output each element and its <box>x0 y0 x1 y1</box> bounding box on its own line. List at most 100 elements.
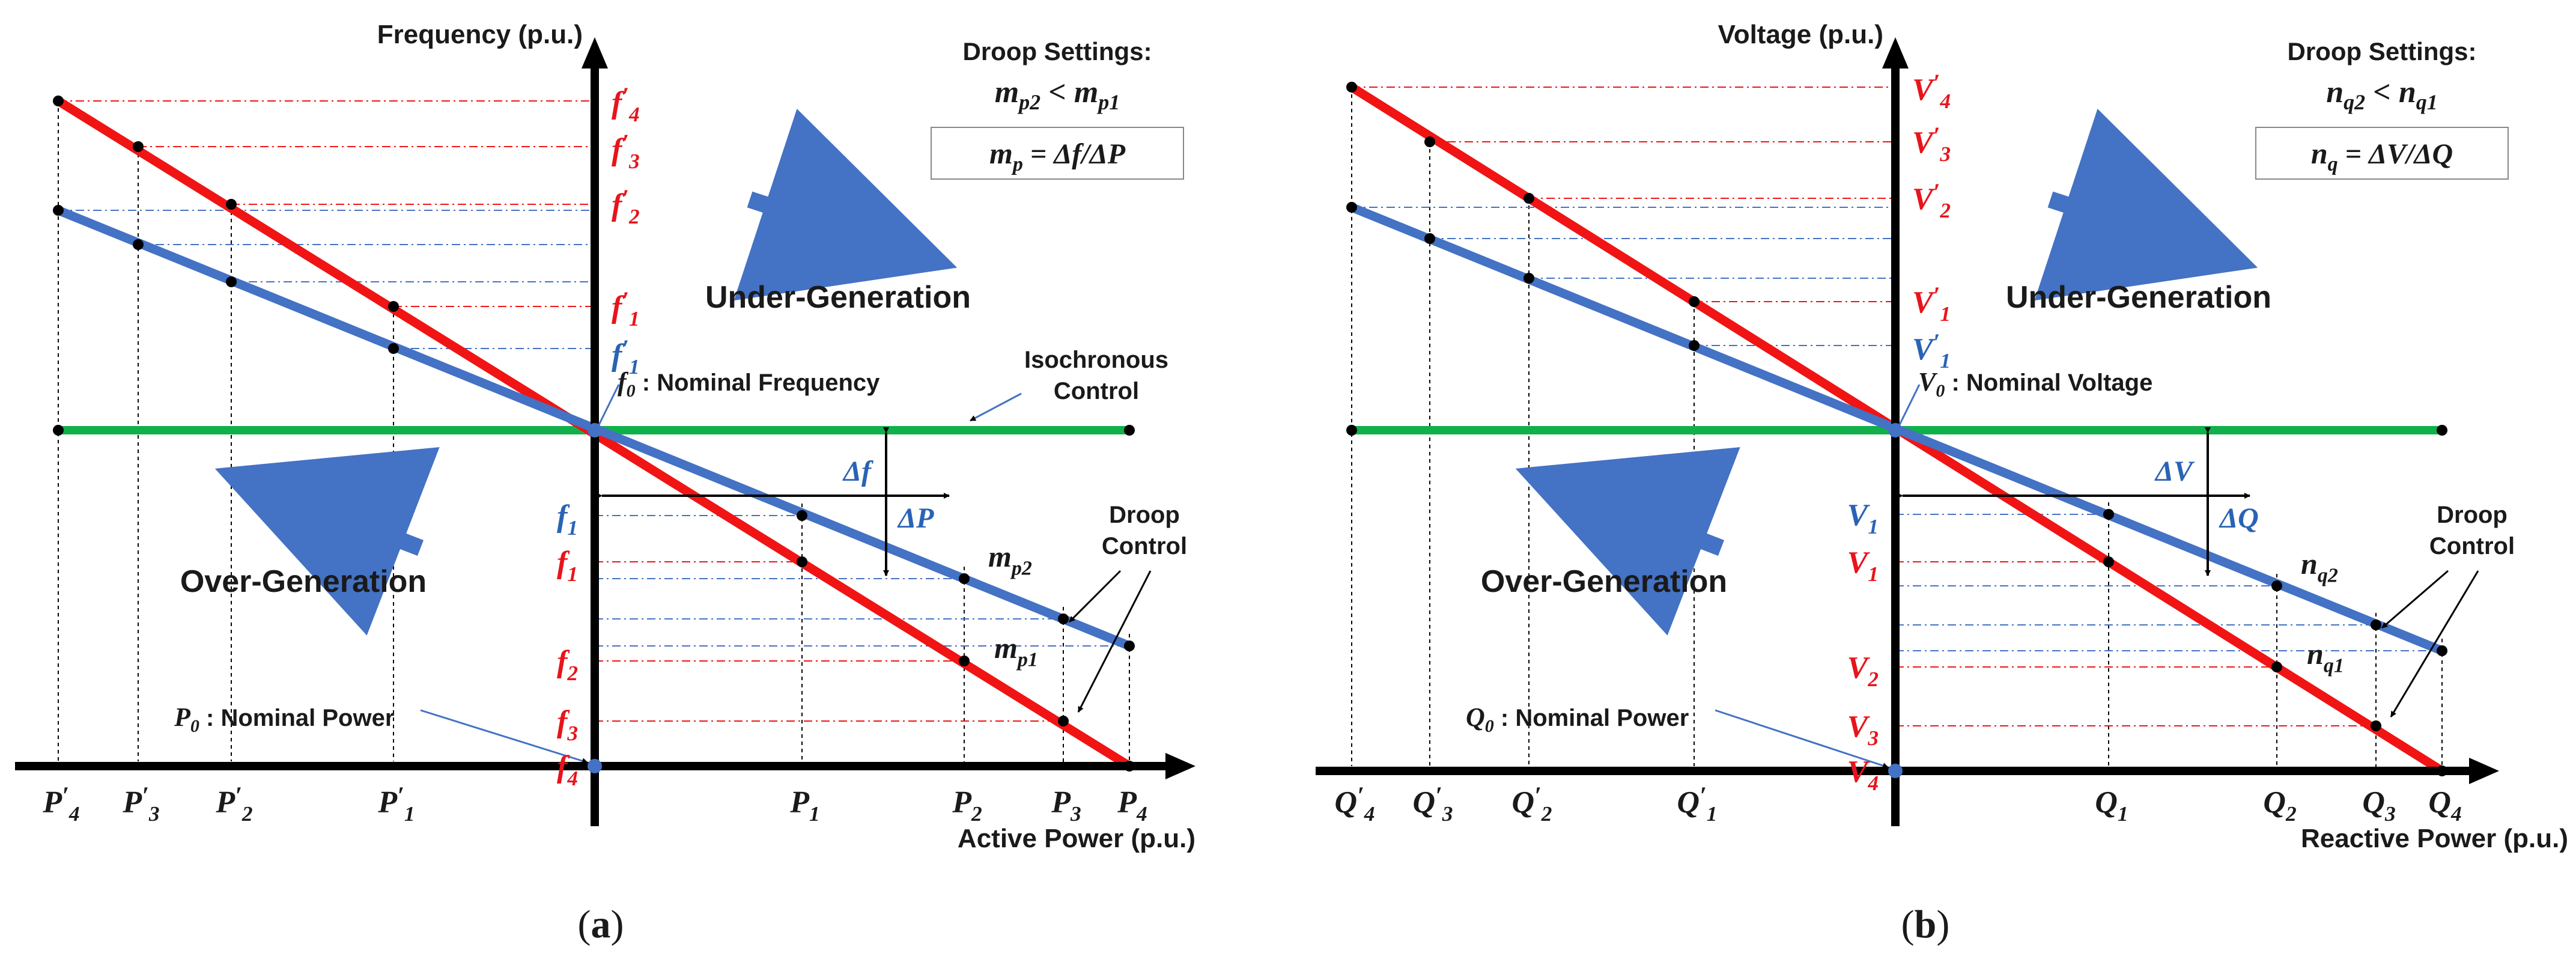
droop-pointer-blue <box>2381 570 2449 629</box>
blue-line-dot <box>2371 620 2381 630</box>
under-generation-arrow <box>734 108 958 301</box>
nominal-x-label: Q0 : Nominal Power <box>1466 702 1689 736</box>
y-axis-title: Voltage (p.u.) <box>1718 20 1883 49</box>
droop-pointer-red <box>1077 570 1152 713</box>
y-tick-red-lower: f2 <box>557 645 578 685</box>
blue-line-dot <box>226 276 237 287</box>
blue-line-dot <box>388 343 399 354</box>
y-tick-red-lower: V1 <box>1847 546 1879 586</box>
isochronous-pointer <box>970 392 1022 422</box>
y-tick-red-upper: V′2 <box>1912 178 1951 222</box>
blue-line-dot <box>53 205 64 216</box>
x-tick-right: Q4 <box>2428 785 2461 826</box>
red-line-dot <box>133 141 144 152</box>
droop-inequality: mp2 < mp1 <box>995 75 1120 114</box>
red-line-dot <box>2371 720 2381 731</box>
nominal-power-dot <box>588 759 602 773</box>
slope-label-lower: nq1 <box>2307 637 2344 677</box>
red-line-dot <box>1058 716 1069 726</box>
blue-line-dot <box>1124 641 1135 651</box>
x-tick-right: P4 <box>1117 785 1147 826</box>
y-tick-red-upper: V′3 <box>1912 121 1951 166</box>
y-tick-red-upper: V′1 <box>1912 281 1951 326</box>
green-right-end-dot <box>2437 425 2447 436</box>
origin-dot <box>1888 423 1903 437</box>
under-generation-arrow <box>2034 108 2258 301</box>
x-axis-arrowhead <box>2469 758 2499 784</box>
delta-x-label: ΔP <box>897 502 934 534</box>
droop-control-label: Control <box>2429 533 2515 559</box>
green-right-end-dot <box>1124 425 1135 436</box>
delta-y-label: Δf <box>842 455 873 487</box>
y-axis-title: Frequency (p.u.) <box>377 20 583 49</box>
y-tick-blue-lower: V1 <box>1847 498 1879 538</box>
y-tick-red-lower: f1 <box>557 546 578 586</box>
x-tick-left: P′2 <box>215 781 252 826</box>
droop-settings-title: Droop Settings: <box>963 37 1152 65</box>
red-line-dot <box>1689 296 1700 307</box>
nominal-x-pointer <box>1715 709 1889 769</box>
x-tick-left: Q′3 <box>1413 781 1453 826</box>
droop-pointer-red <box>2390 570 2479 717</box>
panel-b: Voltage (p.u.) Reactive Power (p.u.) Droop… <box>1316 20 2568 946</box>
origin-dot <box>588 423 602 437</box>
red-line-dot <box>1424 136 1435 147</box>
x-tick-right: P1 <box>789 785 819 826</box>
nominal-y-label: f0 : Nominal Frequency <box>618 367 880 401</box>
blue-line-dot <box>1689 340 1700 351</box>
under-generation-label: Under-Generation <box>705 280 971 315</box>
x-tick-right: Q2 <box>2263 785 2296 826</box>
y-tick-red-lower: V4 <box>1847 755 1879 795</box>
blue-line-dot <box>1346 202 1357 213</box>
y-tick-red-lower: V3 <box>1847 710 1879 750</box>
red-line-dot <box>388 301 399 312</box>
nominal-x-label: P0 : Nominal Power <box>174 702 394 736</box>
red-line-dot <box>1523 193 1534 204</box>
x-axis-title: Active Power (p.u.) <box>958 824 1195 853</box>
blue-line-dot <box>133 239 144 250</box>
nominal-y-pointer <box>597 384 620 428</box>
y-tick-red-upper: f′1 <box>612 286 640 330</box>
y-tick-blue-lower: f1 <box>557 499 578 540</box>
x-tick-right: P3 <box>1051 785 1081 826</box>
x-tick-left: Q′2 <box>1512 781 1552 826</box>
nominal-power-dot <box>1888 764 1903 778</box>
droop-settings-title: Droop Settings: <box>2288 37 2477 65</box>
green-left-end-dot <box>1346 425 1357 436</box>
y-tick-red-lower: f4 <box>557 750 578 790</box>
red-line-dot <box>797 556 807 567</box>
x-tick-left: P′4 <box>42 781 79 826</box>
y-tick-blue-upper: f′1 <box>612 334 640 379</box>
x-tick-left: Q′1 <box>1677 781 1718 826</box>
y-tick-red-upper: f′3 <box>612 129 640 173</box>
red-line-dot <box>2103 556 2114 567</box>
blue-line-dot <box>959 573 970 584</box>
blue-line-dot <box>1424 233 1435 244</box>
over-generation-label: Over-Generation <box>180 564 427 599</box>
blue-line-dot <box>2437 645 2447 656</box>
y-tick-red-upper: V′4 <box>1912 68 1951 113</box>
nominal-y-label: V0 : Nominal Voltage <box>1918 367 2152 401</box>
y-tick-red-upper: f′2 <box>612 184 640 228</box>
delta-y-label: ΔV <box>2154 455 2195 487</box>
slope-label-upper: mp2 <box>988 540 1032 580</box>
droop-formula: nq = ΔV/ΔQ <box>2311 136 2453 175</box>
nominal-y-pointer <box>1897 384 1921 428</box>
nominal-x-pointer <box>420 709 588 764</box>
red-line-dot <box>1346 82 1357 93</box>
x-tick-right: Q1 <box>2095 785 2128 826</box>
over-generation-label: Over-Generation <box>1481 564 1727 599</box>
slope-label-lower: mp1 <box>994 631 1038 671</box>
x-axis-arrowhead <box>1165 753 1195 779</box>
y-tick-blue-upper: V′1 <box>1912 328 1951 373</box>
delta-x-label: ΔQ <box>2219 502 2259 534</box>
panel-caption: (a) <box>578 903 624 946</box>
blue-line-dot <box>1523 273 1534 284</box>
red-line-dot <box>2271 662 2282 672</box>
under-generation-label: Under-Generation <box>2006 280 2271 315</box>
isochronous-label: Isochronous <box>1024 347 1168 373</box>
green-left-end-dot <box>53 425 64 436</box>
panel-a: Frequency (p.u.) Active Power (p.u.) Droop… <box>15 20 1195 946</box>
red-line-dot <box>53 96 64 106</box>
